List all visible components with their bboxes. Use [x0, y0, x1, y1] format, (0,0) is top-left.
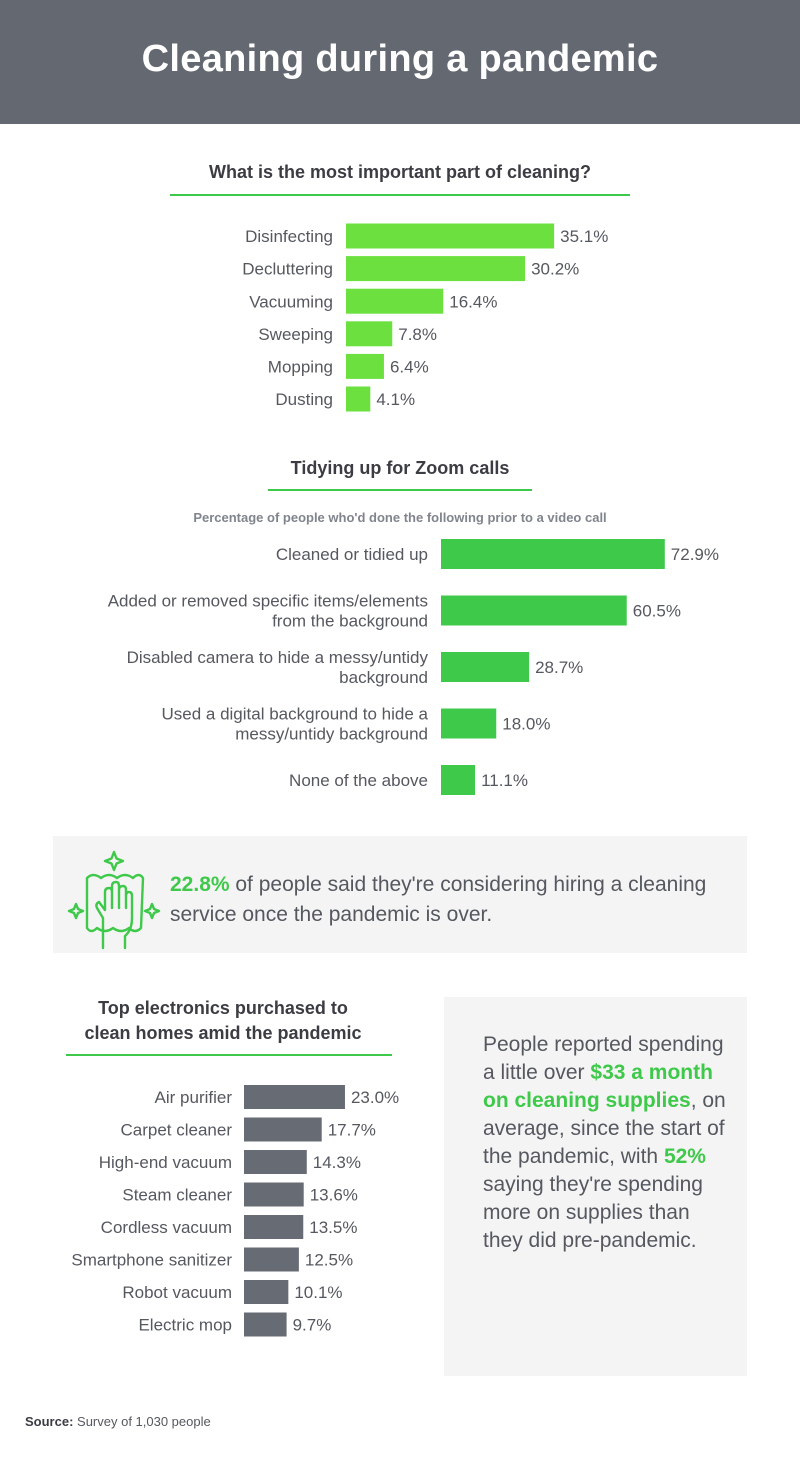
value-label-1: 17.7% — [328, 1121, 376, 1140]
bar-6 — [244, 1280, 289, 1304]
bar-5 — [244, 1247, 299, 1272]
category-label-5: Smartphone sanitizer — [71, 1251, 232, 1270]
category-label-4: None of the above — [289, 771, 428, 790]
chart1-svg: Disinfecting 35.1% Decluttering 30.2% Vacuum… — [242, 223, 608, 412]
value-label-4: 6.4% — [390, 358, 429, 377]
callout-body: of people said they're considering hirin… — [170, 873, 707, 926]
bar-0 — [244, 1085, 345, 1109]
value-label-3: 7.8% — [398, 325, 437, 344]
callout-text: 22.8% of people said they're considering… — [170, 870, 730, 930]
value-label-7: 9.7% — [293, 1316, 332, 1335]
spending-part3: saying they're spending more on supplies… — [483, 1173, 703, 1252]
category-label-0: Cleaned or tidied up — [276, 545, 428, 564]
bar-0 — [346, 223, 555, 249]
bar-4 — [346, 353, 384, 379]
category-label-1: Carpet cleaner — [120, 1121, 232, 1140]
spending-part2: , on average, since the start of the pan… — [483, 1089, 726, 1168]
category-label-3: Steam cleaner — [122, 1186, 232, 1205]
category-label-3: Sweeping — [258, 325, 333, 344]
category-label-4: Cordless vacuum — [101, 1218, 232, 1237]
bar-1 — [346, 256, 526, 282]
page-title: Cleaning during a pandemic — [141, 38, 659, 80]
callout-stat: 22.8% — [170, 873, 230, 896]
chart-electronics: Air purifier 23.0% Carpet cleaner 17.7% High… — [0, 1080, 440, 1340]
source-text: Survey of 1,030 people — [73, 1414, 211, 1429]
chart3-title-line2: clean homes amid the pandemic — [84, 1023, 362, 1043]
spending-text: People reported spending a little over $… — [483, 1031, 733, 1255]
value-label-2: 28.7% — [535, 658, 583, 677]
bar-5 — [346, 386, 371, 412]
bar-0 — [441, 539, 665, 569]
value-label-3: 18.0% — [502, 715, 550, 734]
chart-cleaning-importance: Disinfecting 35.1% Decluttering 30.2% Vacuum… — [0, 215, 800, 420]
spending-highlight-amount: $33 a month on cleaning supplies — [483, 1061, 713, 1112]
value-label-5: 12.5% — [305, 1251, 353, 1270]
chart-zoom-tidying: Cleaned or tidied up 72.9% Added or remove… — [0, 530, 800, 800]
bar-4 — [244, 1215, 304, 1239]
value-label-1: 60.5% — [633, 602, 681, 621]
hand-cleaning-sparkle-icon — [67, 850, 161, 950]
chart2-svg: Cleaned or tidied up 72.9% Added or remove… — [108, 539, 719, 795]
spending-panel: People reported spending a little over $… — [444, 997, 747, 1376]
category-label-3: Used a digital background to hide a messy… — [161, 705, 428, 744]
bar-4 — [441, 765, 476, 795]
header-banner: Cleaning during a pandemic — [0, 0, 800, 124]
category-label-0: Air purifier — [155, 1088, 233, 1107]
chart1-title-underline — [170, 194, 630, 196]
value-label-6: 10.1% — [294, 1283, 342, 1302]
bar-3 — [441, 708, 497, 739]
chart3-title: Top electronics purchased to clean homes… — [53, 996, 393, 1046]
category-label-0: Disinfecting — [245, 227, 333, 246]
source-label: Source: — [25, 1414, 74, 1429]
bar-3 — [346, 321, 393, 347]
chart2-title: Tidying up for Zoom calls — [290, 458, 510, 478]
spending-highlight-percent: 52% — [663, 1145, 706, 1168]
value-label-3: 13.6% — [310, 1186, 358, 1205]
spending-part1: People reported spending a little over — [483, 1033, 724, 1084]
chart2-subtitle: Percentage of people who'd done the foll… — [193, 510, 607, 525]
value-label-0: 23.0% — [351, 1088, 399, 1107]
category-label-2: High-end vacuum — [99, 1153, 232, 1172]
category-label-5: Dusting — [275, 390, 333, 409]
bar-7 — [244, 1312, 287, 1337]
bar-1 — [244, 1117, 322, 1142]
bar-2 — [346, 288, 444, 314]
value-label-5: 4.1% — [376, 390, 415, 409]
category-label-2: Disabled camera to hide a messy/untidy ba… — [127, 648, 429, 687]
category-label-1: Added or removed specific items/elements… — [108, 592, 428, 631]
category-label-2: Vacuuming — [249, 292, 333, 311]
callout-panel: 22.8% of people said they're considering… — [53, 836, 747, 953]
category-label-4: Mopping — [268, 358, 333, 377]
chart2-title-underline — [268, 489, 532, 491]
value-label-1: 30.2% — [531, 260, 579, 279]
category-label-7: Electric mop — [138, 1316, 232, 1335]
value-label-2: 16.4% — [449, 292, 497, 311]
chart3-title-line1: Top electronics purchased to — [98, 998, 348, 1018]
bar-1 — [441, 595, 627, 626]
category-label-1: Decluttering — [242, 260, 333, 279]
bar-3 — [244, 1182, 304, 1207]
value-label-0: 72.9% — [671, 545, 719, 564]
chart1-title: What is the most important part of clean… — [208, 162, 592, 182]
chart3-title-underline — [66, 1054, 392, 1056]
value-label-0: 35.1% — [560, 227, 608, 246]
source-note: Source: Survey of 1,030 people — [25, 1414, 211, 1429]
chart3-svg: Air purifier 23.0% Carpet cleaner 17.7% High… — [71, 1085, 399, 1337]
bar-2 — [441, 652, 530, 682]
category-label-6: Robot vacuum — [122, 1283, 232, 1302]
bar-2 — [244, 1150, 307, 1174]
value-label-2: 14.3% — [313, 1153, 361, 1172]
value-label-4: 13.5% — [309, 1218, 357, 1237]
value-label-4: 11.1% — [481, 771, 528, 790]
